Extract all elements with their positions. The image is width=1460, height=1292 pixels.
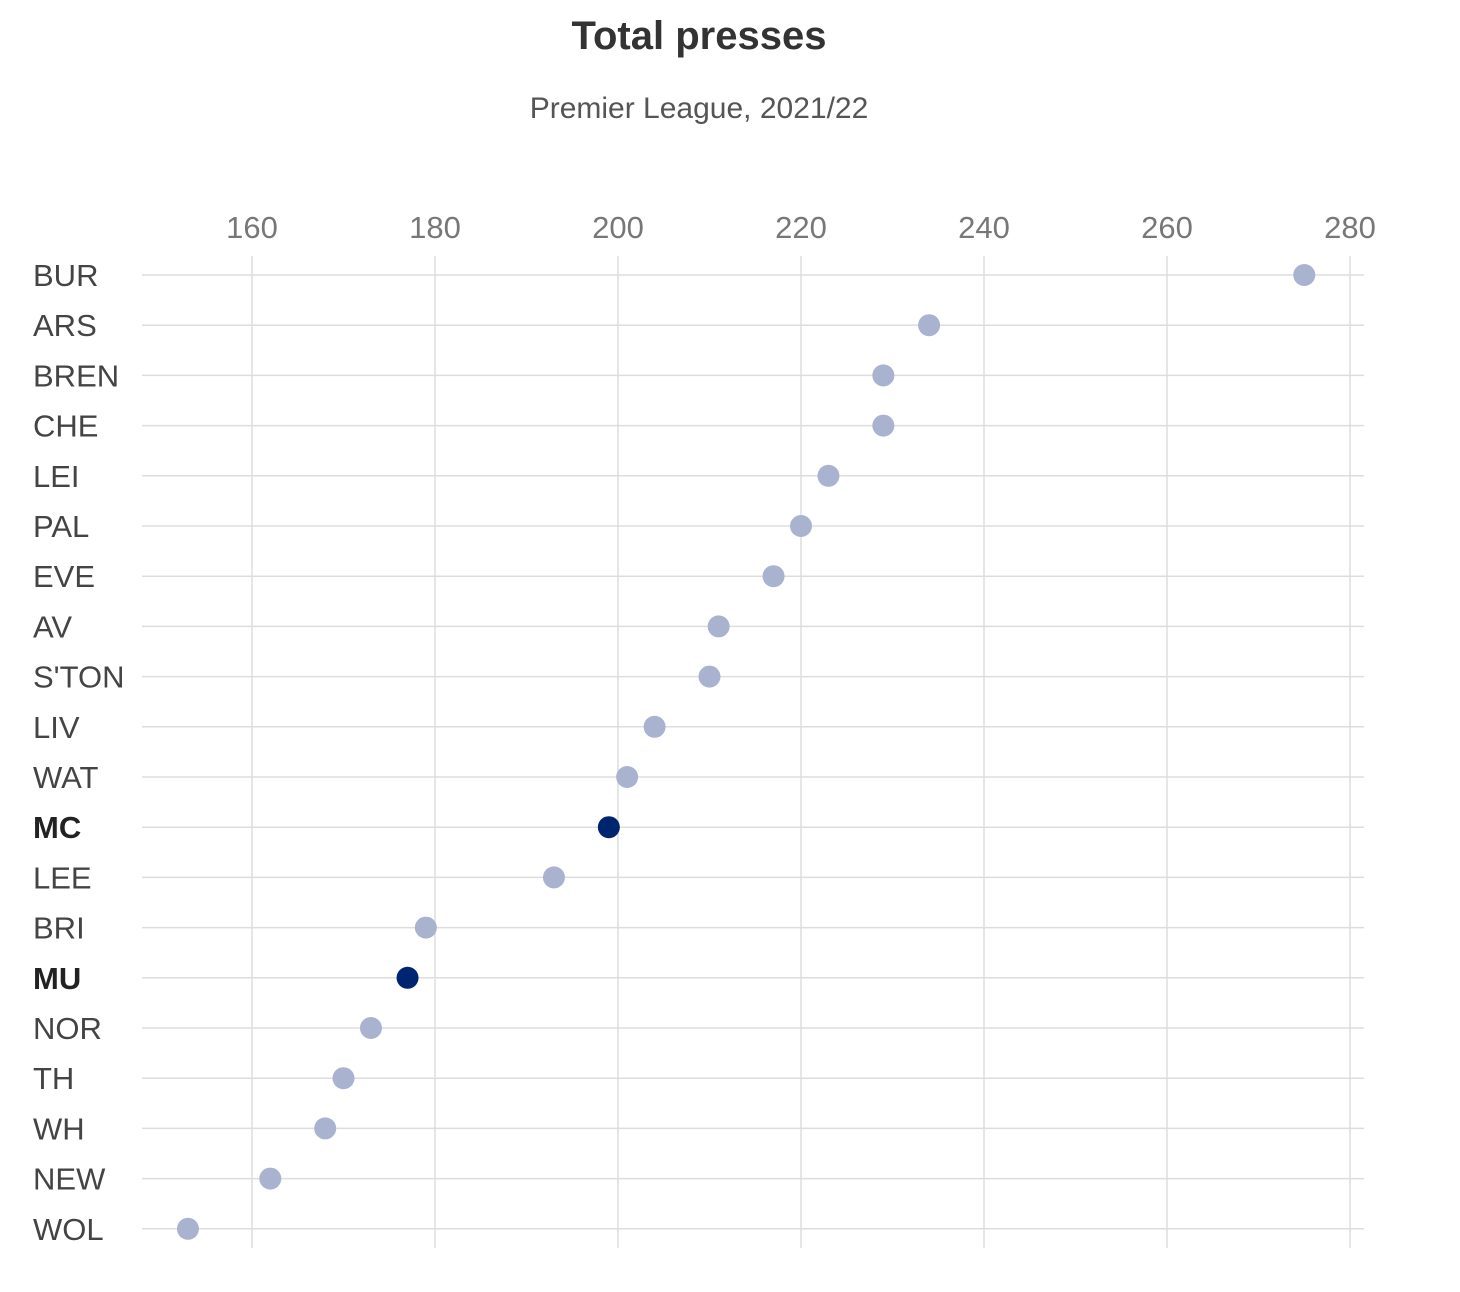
data-point [707, 615, 730, 638]
highlighted-data-point [597, 816, 620, 839]
team-label: WH [33, 1111, 85, 1146]
x-tick-label: 180 [409, 210, 461, 245]
highlighted-data-point [396, 966, 419, 989]
team-label: AV [33, 609, 72, 644]
team-label: MC [33, 810, 81, 845]
team-label: LIV [33, 710, 80, 745]
team-label: NEW [33, 1162, 106, 1197]
data-point [872, 414, 895, 437]
team-label: ARS [33, 308, 97, 343]
x-axis-ticks: 160 180 200 220 240 260 280 [226, 210, 1376, 245]
team-label: MU [33, 961, 81, 996]
data-point [698, 665, 721, 688]
data-point [790, 515, 812, 537]
chart-subtitle: Premier League, 2021/22 [529, 92, 869, 125]
team-labels: BUR ARS BREN CHE LEI PAL EVE AV S'TON LIV WAT MC LEE… [33, 258, 124, 1247]
team-label: BREN [33, 358, 119, 393]
data-point [762, 565, 785, 588]
grid-lines [142, 256, 1364, 1248]
team-label: WOL [33, 1212, 104, 1247]
data-point [259, 1167, 282, 1190]
team-label: PAL [33, 509, 89, 544]
team-label: CHE [33, 409, 98, 444]
x-tick-label: 220 [775, 210, 827, 245]
data-point [176, 1217, 199, 1240]
data-point [542, 866, 565, 889]
x-tick-label: 160 [226, 210, 278, 245]
x-tick-label: 280 [1324, 210, 1376, 245]
data-point [872, 364, 895, 387]
data-points [176, 264, 1316, 1240]
team-label: BUR [33, 258, 98, 293]
data-point [918, 314, 941, 337]
x-tick-label: 260 [1141, 210, 1193, 245]
team-label: LEE [33, 860, 92, 895]
data-point [414, 916, 437, 939]
team-label: S'TON [33, 660, 124, 695]
data-point [1293, 264, 1316, 286]
data-point [314, 1117, 337, 1140]
team-label: LEI [33, 459, 80, 494]
chart-title: Total presses [571, 14, 827, 58]
data-point [332, 1067, 355, 1090]
team-label: BRI [33, 911, 85, 946]
team-label: TH [33, 1061, 74, 1096]
data-point [616, 766, 639, 788]
team-label: WAT [33, 760, 98, 795]
x-tick-label: 240 [958, 210, 1010, 245]
data-point [643, 715, 666, 738]
x-tick-label: 200 [592, 210, 644, 245]
team-label: NOR [33, 1011, 102, 1046]
data-point [359, 1017, 382, 1039]
team-label: EVE [33, 559, 95, 594]
data-point [817, 464, 840, 487]
